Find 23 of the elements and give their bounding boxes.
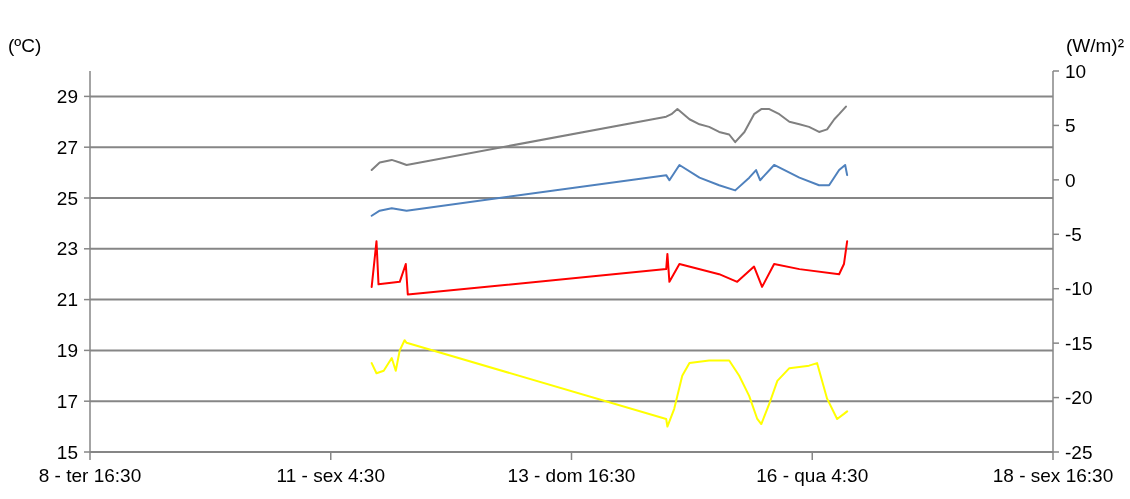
y-axis-title: (ºC) xyxy=(8,35,42,56)
y-tick-label: 23 xyxy=(56,238,78,260)
y-tick-label: 19 xyxy=(56,340,78,362)
x-tick-label: 11 - sex 4:30 xyxy=(276,465,385,486)
y-tick-label: 15 xyxy=(56,441,78,463)
y-tick-label: 27 xyxy=(56,136,78,158)
x-tick-label: 13 - dom 16:30 xyxy=(507,465,636,486)
y2-tick-label: -15 xyxy=(1065,332,1093,354)
y2-tick-label: 0 xyxy=(1065,169,1076,191)
y2-tick-label: -10 xyxy=(1065,278,1093,300)
y-tick-label: 17 xyxy=(56,390,78,412)
y-tick-label: 21 xyxy=(56,289,78,311)
y2-tick-label: -20 xyxy=(1065,387,1093,409)
y-tick-label: 25 xyxy=(56,187,78,209)
y2-tick-label: 5 xyxy=(1065,115,1076,137)
y2-tick-label: 10 xyxy=(1065,60,1087,82)
x-tick-label: 8 - ter 16:30 xyxy=(38,465,142,486)
y2-axis-title: (W/m)² xyxy=(1065,35,1124,56)
x-tick-label: 18 - sex 16:30 xyxy=(992,465,1114,486)
y2-tick-label: -25 xyxy=(1065,441,1093,463)
y2-tick-label: -5 xyxy=(1065,223,1082,245)
x-tick-label: 16 - qua 4:30 xyxy=(756,465,869,486)
y-tick-label: 29 xyxy=(56,86,78,108)
